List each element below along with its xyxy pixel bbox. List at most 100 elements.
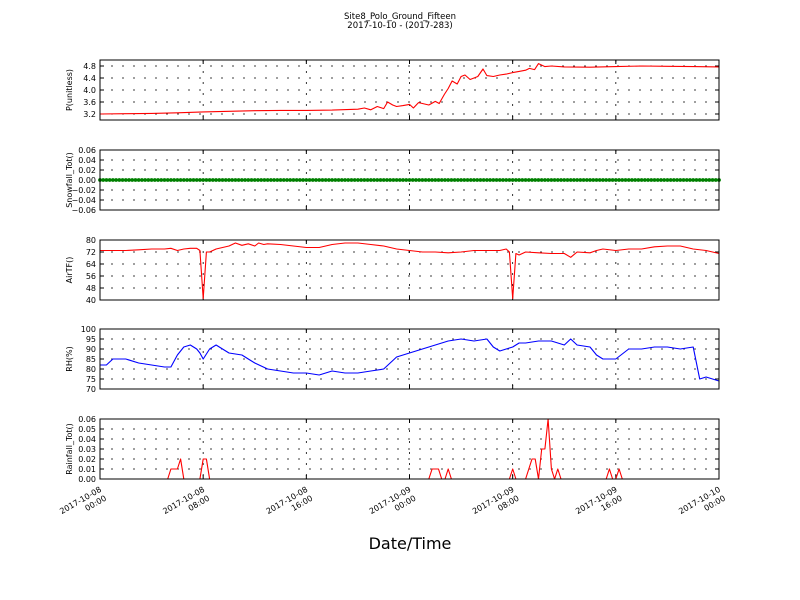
data-point (133, 178, 138, 182)
data-point (223, 178, 228, 182)
y-tick-label: 85 (86, 355, 96, 364)
y-tick-label: 0.05 (78, 425, 96, 434)
data-point (310, 178, 315, 182)
y-tick-label: 4.0 (83, 86, 96, 95)
y-tick-label: −0.06 (71, 206, 96, 215)
data-point (381, 178, 386, 182)
data-point (443, 178, 447, 182)
data-point (278, 178, 283, 182)
data-point (539, 178, 544, 182)
data-point (330, 178, 335, 182)
y-tick-label: 0.00 (78, 475, 96, 484)
data-point (362, 178, 367, 182)
data-point (649, 178, 654, 182)
data-point (665, 178, 670, 182)
data-point (414, 178, 418, 182)
data-point (156, 178, 160, 182)
data-point (368, 178, 373, 182)
data-point (378, 178, 383, 182)
data-point (559, 178, 563, 182)
data-point (114, 178, 119, 182)
data-point (423, 178, 428, 182)
data-point (294, 178, 299, 182)
plot-frame (99, 149, 720, 211)
data-point (307, 178, 312, 182)
data-point (259, 178, 264, 182)
data-point (198, 178, 202, 182)
y-tick-label: 4.4 (83, 74, 96, 83)
data-point (220, 178, 225, 182)
series-line (100, 338, 720, 382)
data-point (459, 178, 463, 182)
data-point (597, 178, 602, 182)
data-point (655, 178, 660, 182)
data-point (420, 178, 425, 182)
data-point (191, 178, 196, 182)
data-point (349, 178, 354, 182)
data-point (159, 178, 164, 182)
data-point (243, 178, 247, 182)
data-point (181, 178, 186, 182)
data-point (652, 178, 657, 182)
data-point (152, 178, 157, 182)
data-point (572, 178, 576, 182)
data-point (472, 178, 476, 182)
data-point (130, 178, 135, 182)
data-point (604, 178, 609, 182)
data-point (581, 178, 586, 182)
data-point (523, 178, 528, 182)
y-axis-label: AirTF() (65, 257, 74, 284)
data-point (684, 178, 689, 182)
data-point (356, 178, 360, 182)
data-point (513, 178, 518, 182)
data-point (707, 178, 712, 182)
data-point (272, 178, 276, 182)
data-point (343, 178, 347, 182)
data-point (639, 178, 644, 182)
data-point (536, 178, 541, 182)
data-point (546, 178, 551, 182)
data-point (688, 178, 692, 182)
data-point (323, 178, 328, 182)
data-point (204, 178, 209, 182)
data-point (700, 178, 705, 182)
y-tick-label: 48 (86, 284, 96, 293)
data-point (352, 178, 357, 182)
data-point (642, 178, 647, 182)
y-tick-label: 0.04 (78, 156, 96, 165)
data-point (169, 178, 173, 182)
data-point (504, 178, 509, 182)
y-tick-label: 64 (86, 260, 96, 269)
data-point (385, 178, 389, 182)
y-tick-label: 75 (86, 375, 96, 384)
y-tick-label: 95 (86, 335, 96, 344)
data-point (578, 178, 583, 182)
y-tick-label: 0.02 (78, 166, 96, 175)
data-point (236, 178, 241, 182)
data-point (439, 178, 444, 182)
x-tick-label: 2017-10-0916:00 (574, 485, 624, 525)
data-point (620, 178, 625, 182)
data-point (601, 178, 605, 182)
data-point (449, 178, 454, 182)
x-axis-label: Date/Time (368, 534, 452, 553)
plot-frame (99, 59, 720, 121)
y-tick-label: 3.2 (83, 110, 96, 119)
x-tick-label: 2017-10-1000:00 (677, 485, 727, 525)
data-point (410, 178, 415, 182)
data-point (301, 178, 306, 182)
data-point (391, 178, 396, 182)
data-point (388, 178, 393, 182)
data-point (446, 178, 451, 182)
data-point (136, 178, 141, 182)
data-point (681, 178, 686, 182)
data-point (239, 178, 244, 182)
y-tick-label: 80 (86, 365, 96, 374)
data-point (397, 178, 402, 182)
data-point (455, 178, 460, 182)
figure-subtitle: 2017-10-10 - (2017-283) (347, 21, 453, 31)
data-point (140, 178, 144, 182)
data-point (713, 178, 718, 182)
data-point (613, 178, 618, 182)
